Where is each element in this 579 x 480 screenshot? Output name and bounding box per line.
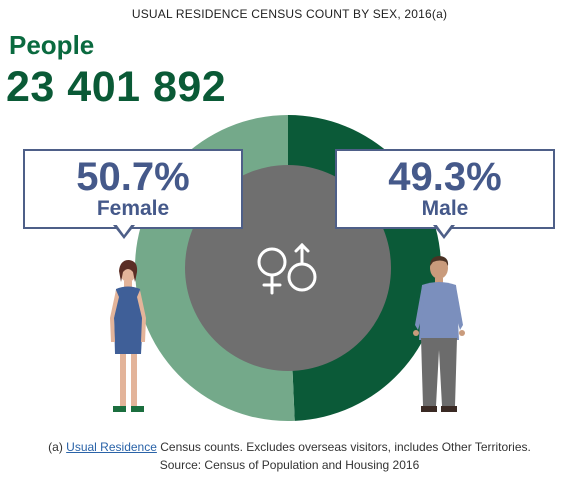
male-percent: 49.3%: [388, 155, 502, 199]
chart-title: USUAL RESIDENCE CENSUS COUNT BY SEX, 201…: [131, 7, 448, 21]
people-label: People: [9, 30, 95, 60]
male-callout-pointer-fill: [436, 224, 452, 235]
gender-symbols-icon: [257, 242, 317, 295]
footnote-line: (a) Usual Residence Census counts. Exclu…: [0, 438, 579, 456]
female-callout: 50.7% Female: [23, 149, 243, 229]
male-callout: 49.3% Male: [335, 149, 555, 229]
source-text: Source: Census of Population and Housing…: [159, 458, 420, 472]
footnote-text: Census counts. Excludes overseas visitor…: [160, 440, 531, 454]
usual-residence-link[interactable]: Usual Residence: [66, 440, 157, 454]
people-total: 23 401 892: [6, 63, 227, 111]
footnote-prefix: (a): [48, 440, 63, 454]
female-figure-icon: [110, 260, 146, 412]
male-label: Male: [421, 197, 469, 220]
male-figure-icon: [413, 256, 465, 412]
female-callout-pointer-fill: [116, 224, 132, 235]
female-percent: 50.7%: [76, 155, 190, 199]
female-label: Female: [96, 197, 170, 220]
footnote: (a) Usual Residence Census counts. Exclu…: [0, 438, 579, 474]
